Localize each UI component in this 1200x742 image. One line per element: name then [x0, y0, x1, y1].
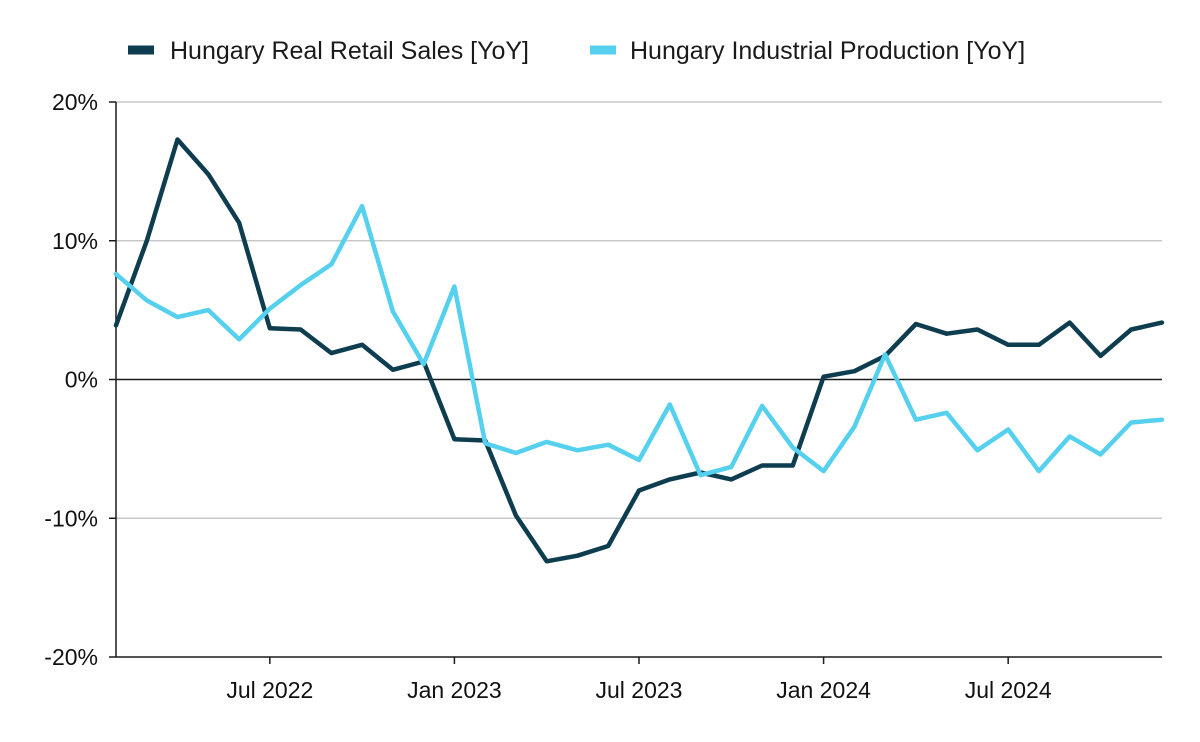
y-tick-label: 10%	[52, 228, 98, 254]
x-tick-label: Jul 2023	[596, 677, 683, 703]
y-tick-label: 20%	[52, 89, 98, 115]
x-tick-label: Jan 2023	[407, 677, 502, 703]
legend: Hungary Real Retail Sales [YoY] Hungary I…	[128, 37, 1025, 65]
legend-label-2: Hungary Industrial Production [YoY]	[630, 37, 1025, 65]
x-tick-label: Jan 2024	[776, 677, 871, 703]
legend-label-1: Hungary Real Retail Sales [YoY]	[170, 37, 529, 65]
y-tick-label: -10%	[44, 505, 98, 531]
x-tick-label: Jul 2024	[965, 677, 1052, 703]
x-axis-ticks: Jul 2022 Jan 2023 Jul 2023 Jan 2024 Jul 2024	[226, 657, 1052, 703]
y-tick-label: -20%	[44, 644, 98, 670]
y-tick-label: 0%	[65, 367, 98, 393]
series-line-2	[113, 203, 1165, 478]
x-tick-label: Jul 2022	[226, 677, 313, 703]
series-line-1	[113, 137, 1165, 564]
y-axis-ticks: 20% 10% 0% -10% -20%	[44, 89, 116, 670]
series-lines	[113, 137, 1165, 564]
axes	[115, 102, 1162, 658]
gridlines	[116, 101, 1162, 519]
